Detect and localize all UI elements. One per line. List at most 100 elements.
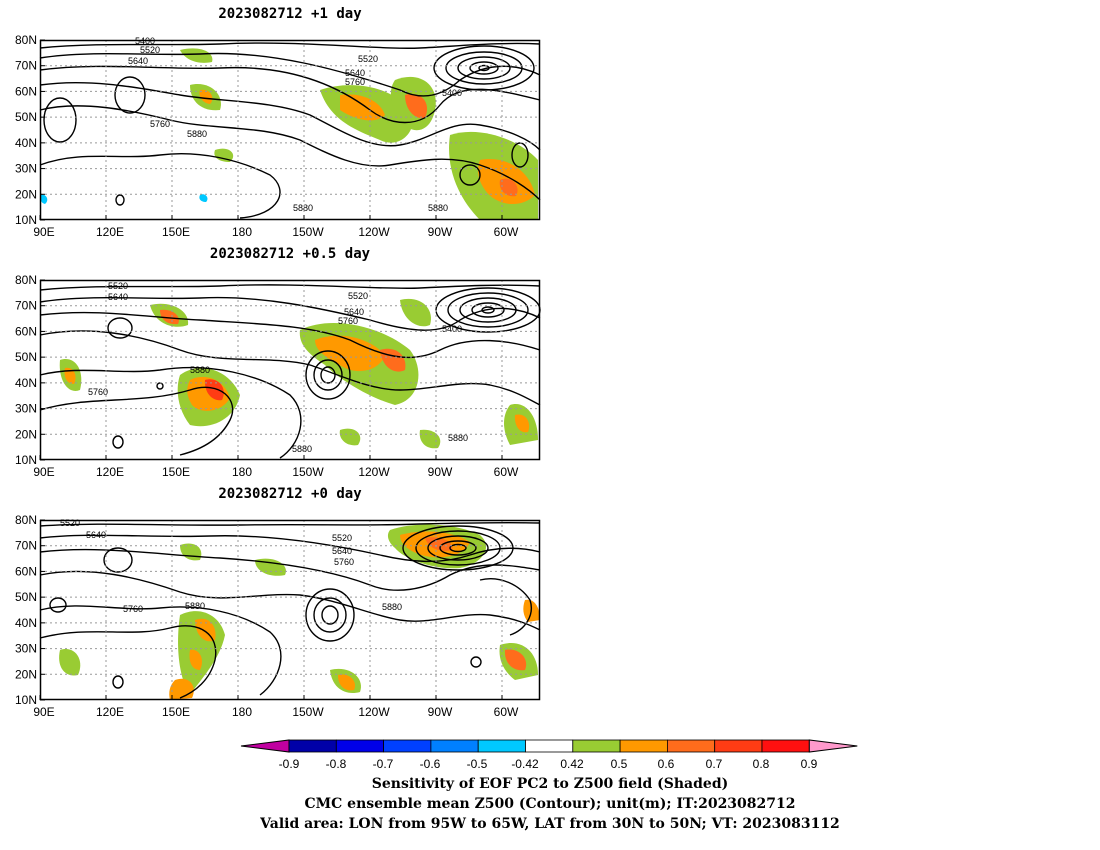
colorbar-box (666, 739, 716, 753)
map-panel: 5400 5520 5640 5520 5640 5760 5400 5760 … (15, 33, 541, 239)
contour-label: 5760 (88, 387, 108, 397)
colorbar-tick-label: -0.42 (511, 757, 539, 771)
colorbar-box (430, 739, 479, 753)
lat-tick-label: 70N (15, 539, 37, 553)
lat-tick-label: 10N (15, 213, 37, 227)
colorbar-tick-label: 0.42 (560, 757, 584, 771)
contour-label: 5760 (123, 604, 143, 614)
lon-tick-label: 150E (162, 705, 190, 719)
contour-label: 5520 (140, 45, 160, 55)
lat-tick-label: 60N (15, 564, 37, 578)
lon-tick-label: 150E (162, 225, 190, 239)
lat-tick-label: 50N (15, 590, 37, 604)
lon-tick-label: 90E (33, 705, 54, 719)
colorbar-box (477, 739, 526, 753)
caption-line-2: CMC ensemble mean Z500 (Contour); unit(m… (304, 796, 796, 812)
lat-tick-label: 10N (15, 453, 37, 467)
contour-label: 5880 (428, 203, 448, 213)
lon-tick-label: 120E (96, 705, 124, 719)
contour-label: 5880 (185, 601, 205, 611)
contour-label: 5880 (190, 365, 210, 375)
contour-label: 5520 (358, 54, 378, 64)
lat-tick-label: 30N (15, 402, 37, 416)
lon-tick-label: 90W (428, 465, 453, 479)
colorbar-high-extension (808, 739, 858, 753)
caption-line-3: Valid area: LON from 95W to 65W, LAT fro… (260, 816, 840, 832)
lat-tick-label: 20N (15, 187, 37, 201)
lat-tick-label: 30N (15, 642, 37, 656)
colorbar-tick-label: -0.6 (420, 757, 441, 771)
z500-contours (39, 521, 541, 699)
contour-label: 5640 (86, 530, 106, 540)
lat-tick-label: 80N (15, 513, 37, 527)
contour-label: 5760 (334, 557, 354, 567)
colorbar-tick-label: -0.5 (467, 757, 488, 771)
contour-label: 5760 (345, 77, 365, 87)
lon-tick-label: 60W (494, 225, 519, 239)
colorbar-low-extension (240, 739, 290, 753)
lon-tick-label: 90W (428, 705, 453, 719)
lat-tick-label: 20N (15, 667, 37, 681)
lon-tick-label: 150W (292, 705, 324, 719)
sensitivity-shading (59, 298, 538, 449)
contour-label: 5760 (338, 316, 358, 326)
panel-title: 2023082712 +0 day (218, 486, 362, 502)
map-border (39, 279, 541, 461)
contour-label: 5760 (150, 119, 170, 129)
contour-label: 5520 (348, 291, 368, 301)
lon-tick-label: 120W (358, 465, 390, 479)
panel-title: 2023082712 +0.5 day (209, 246, 371, 262)
map-panel: 5520 5640 5520 5640 5760 5760 5880 5880 … (15, 513, 541, 719)
lon-tick-label: 150W (292, 225, 324, 239)
sensitivity-shading (40, 48, 538, 220)
contour-labels: 5520 5640 5520 5640 5760 5760 5880 5880 (60, 518, 402, 614)
colorbar-box (761, 739, 810, 753)
contour-label: 5520 (108, 281, 128, 291)
contour-label: 5400 (442, 88, 462, 98)
lon-tick-label: 120E (96, 465, 124, 479)
colorbar-box (383, 739, 432, 753)
lon-tick-label: 90E (33, 225, 54, 239)
lat-tick-label: 10N (15, 693, 37, 707)
lat-tick-label: 50N (15, 350, 37, 364)
lon-tick-label: 90E (33, 465, 54, 479)
lon-tick-label: 180 (232, 705, 252, 719)
lat-tick-label: 40N (15, 136, 37, 150)
contour-label: 5640 (332, 546, 352, 556)
contour-labels: 5520 5640 5520 5640 5760 5400 5880 5760 … (88, 281, 468, 454)
colorbar-box (288, 739, 337, 753)
colorbar-tick-label: -0.8 (326, 757, 347, 771)
colorbar-tick-label: 0.6 (658, 757, 675, 771)
colorbar-tick-label: 0.7 (706, 757, 723, 771)
colorbar-box (714, 739, 763, 753)
colorbar-box (335, 739, 385, 753)
colorbar-tick-label: 0.8 (753, 757, 770, 771)
lat-tick-label: 70N (15, 299, 37, 313)
lat-tick-label: 40N (15, 376, 37, 390)
contour-label: 5880 (293, 203, 313, 213)
contour-label: 5400 (442, 324, 462, 334)
lat-tick-label: 60N (15, 324, 37, 338)
lat-tick-label: 60N (15, 84, 37, 98)
contour-label: 5880 (187, 129, 207, 139)
lon-tick-label: 150E (162, 465, 190, 479)
colorbar-box (525, 739, 574, 753)
lat-tick-label: 80N (15, 33, 37, 47)
contour-label: 5880 (448, 433, 468, 443)
contour-label: 5520 (60, 518, 80, 528)
colorbar-box (572, 739, 621, 753)
contour-label: 5640 (345, 68, 365, 78)
lon-tick-label: 60W (494, 465, 519, 479)
panel-title: 2023082712 +1 day (218, 6, 362, 22)
colorbar-box (619, 739, 668, 753)
colorbar: -0.9 -0.8 -0.7 -0.6 -0.5 -0.42 0.42 0.5 … (240, 739, 858, 771)
contour-label: 5640 (344, 307, 364, 317)
map-border (39, 519, 541, 701)
lat-tick-label: 70N (15, 59, 37, 73)
lon-tick-label: 180 (232, 465, 252, 479)
lon-tick-label: 60W (494, 705, 519, 719)
lon-tick-label: 120W (358, 225, 390, 239)
map-panel: 5520 5640 5520 5640 5760 5400 5880 5760 … (15, 273, 541, 479)
lat-tick-label: 40N (15, 616, 37, 630)
lat-tick-label: 20N (15, 427, 37, 441)
